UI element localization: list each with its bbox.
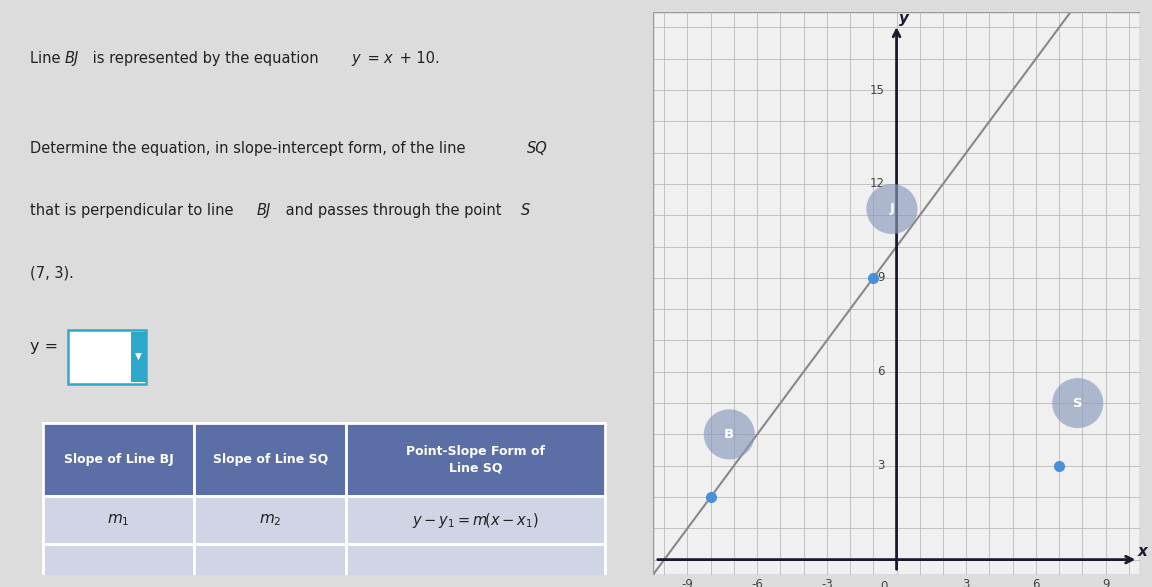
- Text: S: S: [1073, 397, 1083, 410]
- Text: BJ: BJ: [65, 51, 79, 66]
- Text: Point-Slope Form of
Line SQ: Point-Slope Form of Line SQ: [406, 445, 545, 474]
- Text: y: y: [899, 11, 909, 25]
- Bar: [43, 423, 195, 497]
- Bar: [195, 497, 347, 544]
- Text: 15: 15: [870, 83, 885, 96]
- Text: B: B: [725, 428, 734, 441]
- Bar: [195, 423, 347, 497]
- Ellipse shape: [1052, 378, 1104, 428]
- Text: 12: 12: [870, 177, 885, 190]
- Text: ▼: ▼: [136, 352, 143, 361]
- Text: SQ: SQ: [526, 141, 547, 156]
- FancyBboxPatch shape: [131, 332, 147, 382]
- Text: that is perpendicular to line: that is perpendicular to line: [30, 203, 238, 218]
- Bar: [347, 497, 605, 544]
- Text: Slope of Line SQ: Slope of Line SQ: [213, 453, 328, 466]
- Text: y =: y =: [30, 339, 59, 353]
- Text: + 10.: + 10.: [395, 51, 440, 66]
- Bar: [43, 497, 195, 544]
- Text: Determine the equation, in slope-intercept form, of the line: Determine the equation, in slope-interce…: [30, 141, 470, 156]
- Bar: [43, 544, 195, 581]
- Text: BJ: BJ: [257, 203, 272, 218]
- Text: x: x: [384, 51, 393, 66]
- Text: =: =: [363, 51, 385, 66]
- Text: x: x: [1138, 544, 1147, 559]
- Text: 3: 3: [963, 578, 970, 587]
- Text: $m_2$: $m_2$: [259, 512, 281, 528]
- Text: $m_1$: $m_1$: [107, 512, 130, 528]
- Text: Line: Line: [30, 51, 66, 66]
- Text: 0: 0: [880, 580, 887, 587]
- Bar: [347, 423, 605, 497]
- Text: Slope of Line BJ: Slope of Line BJ: [63, 453, 174, 466]
- Text: S: S: [521, 203, 530, 218]
- Text: (7, 3).: (7, 3).: [30, 265, 74, 281]
- Text: 6: 6: [878, 365, 885, 378]
- Text: $y - y_1 = m\!\left(x - x_1\right)$: $y - y_1 = m\!\left(x - x_1\right)$: [412, 511, 539, 530]
- Text: -6: -6: [751, 578, 763, 587]
- Text: 6: 6: [1032, 578, 1040, 587]
- Ellipse shape: [704, 409, 755, 460]
- Text: -9: -9: [682, 578, 694, 587]
- Bar: [195, 544, 347, 581]
- Text: is represented by the equation: is represented by the equation: [88, 51, 323, 66]
- Text: -3: -3: [821, 578, 833, 587]
- Text: 9: 9: [878, 271, 885, 284]
- Text: J: J: [889, 203, 894, 215]
- Ellipse shape: [866, 184, 917, 234]
- Text: 3: 3: [878, 459, 885, 472]
- Text: y: y: [351, 51, 361, 66]
- Text: 9: 9: [1101, 578, 1109, 587]
- Bar: [347, 544, 605, 581]
- Text: and passes through the point: and passes through the point: [281, 203, 507, 218]
- FancyBboxPatch shape: [68, 330, 146, 384]
